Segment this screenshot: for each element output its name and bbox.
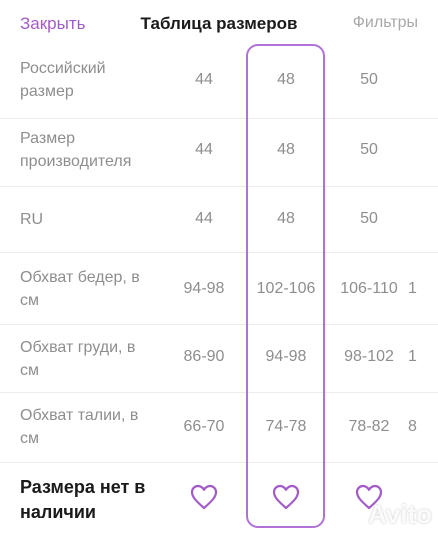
heart-icon[interactable] bbox=[272, 484, 300, 510]
table-row: Обхват талии, в см 66-70 74-78 78-82 8 bbox=[0, 392, 438, 463]
out-of-stock-label: Размера нет в наличии bbox=[20, 477, 146, 522]
row-label: Обхват бедер, в см bbox=[20, 269, 140, 309]
header: Закрыть Таблица размеров Фильтры bbox=[0, 0, 438, 48]
size-cell[interactable]: 50 bbox=[360, 141, 378, 158]
size-cell[interactable]: 1 bbox=[408, 280, 417, 297]
table-row: RU 44 48 50 bbox=[0, 186, 438, 253]
size-cell[interactable]: 44 bbox=[195, 210, 213, 227]
close-button[interactable]: Закрыть bbox=[20, 14, 86, 33]
size-cell[interactable]: 48 bbox=[277, 71, 295, 88]
size-cell[interactable]: 102-106 bbox=[256, 280, 316, 297]
table-row: Российский размер 44 48 50 bbox=[0, 48, 438, 119]
size-cell[interactable]: 94-98 bbox=[183, 280, 225, 297]
row-label: Обхват талии, в см bbox=[20, 407, 139, 447]
size-cell[interactable]: 1 bbox=[408, 348, 417, 365]
size-cell[interactable]: 74-78 bbox=[265, 418, 307, 435]
size-cell[interactable]: 66-70 bbox=[183, 418, 225, 435]
table-row: Размер производителя 44 48 50 bbox=[0, 118, 438, 187]
size-cell[interactable]: 44 bbox=[195, 141, 213, 158]
size-cell[interactable]: 8 bbox=[408, 418, 417, 435]
size-cell[interactable]: 50 bbox=[360, 210, 378, 227]
heart-icon[interactable] bbox=[355, 484, 383, 510]
filters-button[interactable]: Фильтры bbox=[352, 14, 418, 31]
table-row: Обхват груди, в см 86-90 94-98 98-102 1 bbox=[0, 324, 438, 393]
size-cell[interactable]: 44 bbox=[195, 71, 213, 88]
row-label: Обхват груди, в см bbox=[20, 339, 136, 379]
size-cell[interactable]: 50 bbox=[360, 71, 378, 88]
row-label: Размер производителя bbox=[20, 130, 132, 170]
size-cell[interactable]: 86-90 bbox=[183, 348, 225, 365]
size-cell[interactable]: 94-98 bbox=[265, 348, 307, 365]
size-cell[interactable]: 48 bbox=[277, 210, 295, 227]
heart-icon[interactable] bbox=[190, 484, 218, 510]
size-cell[interactable]: 48 bbox=[277, 141, 295, 158]
size-cell[interactable]: 98-102 bbox=[344, 348, 394, 365]
size-cell[interactable]: 106-110 bbox=[340, 280, 398, 297]
row-label: Российский размер bbox=[20, 60, 106, 100]
table-row: Обхват бедер, в см 94-98 102-106 106-110… bbox=[0, 252, 438, 325]
size-cell[interactable]: 78-82 bbox=[348, 418, 390, 435]
row-label: RU bbox=[20, 211, 44, 228]
